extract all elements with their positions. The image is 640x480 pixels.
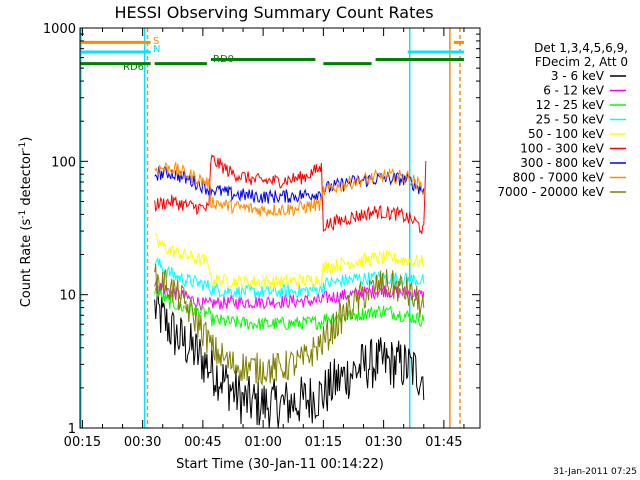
y-axis-label-mid: detector [19, 150, 34, 210]
y-axis-label-sup-1: -1 [18, 210, 28, 219]
x-tick-label-4: 01:00 [244, 435, 281, 450]
legend-entry-6: 100 - 300 keV [520, 142, 604, 156]
x-tick-label-7: 01:45 [425, 435, 462, 450]
chart-title: HESSI Observing Summary Count Rates [114, 3, 433, 22]
y-tick-label-3: 100 [51, 155, 76, 170]
x-tick-label-5: 01:15 [305, 435, 342, 450]
x-tick-label-1: 00:15 [64, 435, 101, 450]
series-line-9 [154, 264, 425, 386]
series-line-1 [154, 285, 425, 429]
y-tick-label-4: 1000 [43, 22, 76, 37]
legend: Det 1,3,4,5,6,9,FDecim 2, Att 03 - 6 keV… [497, 41, 628, 199]
series-line-8 [154, 160, 424, 218]
flag-label-s: S [153, 36, 159, 47]
y-tick-label-1: 1 [68, 422, 76, 437]
series-line-4 [154, 256, 425, 299]
flag-label-n: N [153, 44, 160, 55]
legend-entry-1: 3 - 6 keV [551, 69, 605, 83]
legend-entry-5: 50 - 100 keV [528, 127, 605, 141]
series-line-2 [154, 279, 425, 312]
x-tick-label-3: 00:45 [184, 435, 221, 450]
flag-label-rd6: RD6 [123, 62, 144, 73]
series-line-7 [154, 165, 425, 204]
series-line-6 [154, 153, 427, 235]
legend-entry-9: 7000 - 20000 keV [497, 185, 604, 199]
legend-header-2: FDecim 2, Att 0 [535, 55, 628, 69]
x-tick-label-6: 01:30 [365, 435, 402, 450]
plot-area: SN RD0 RD6 [80, 28, 464, 429]
y-axis-label-sup-2: -1 [18, 142, 28, 151]
legend-entry-4: 25 - 50 keV [536, 113, 605, 127]
axes: 00:15 00:30 00:45 01:00 01:15 01:30 01:45 1 10 10… [43, 22, 481, 450]
y-tick-label-2: 10 [59, 289, 76, 304]
series-line-3 [154, 286, 425, 331]
legend-header-1: Det 1,3,4,5,6,9, [534, 41, 628, 55]
plot-frame [79, 27, 481, 429]
flag-label-rd0: RD0 [213, 54, 234, 65]
y-axis-label: Count Rate (s-1 detector-1) [18, 137, 34, 308]
legend-entry-2: 6 - 12 keV [543, 84, 605, 98]
y-axis-label-end: ) [19, 137, 34, 142]
legend-entry-7: 300 - 800 keV [520, 156, 604, 170]
x-tick-label-2: 00:30 [124, 435, 161, 450]
footer-timestamp: 31-Jan-2011 07:25 [553, 467, 637, 477]
series-line-5 [154, 232, 425, 289]
legend-entry-8: 800 - 7000 keV [513, 171, 605, 185]
x-axis-label: Start Time (30-Jan-11 00:14:22) [176, 457, 384, 472]
y-axis-label-main: Count Rate (s [19, 219, 34, 308]
legend-entry-3: 12 - 25 keV [536, 98, 605, 112]
